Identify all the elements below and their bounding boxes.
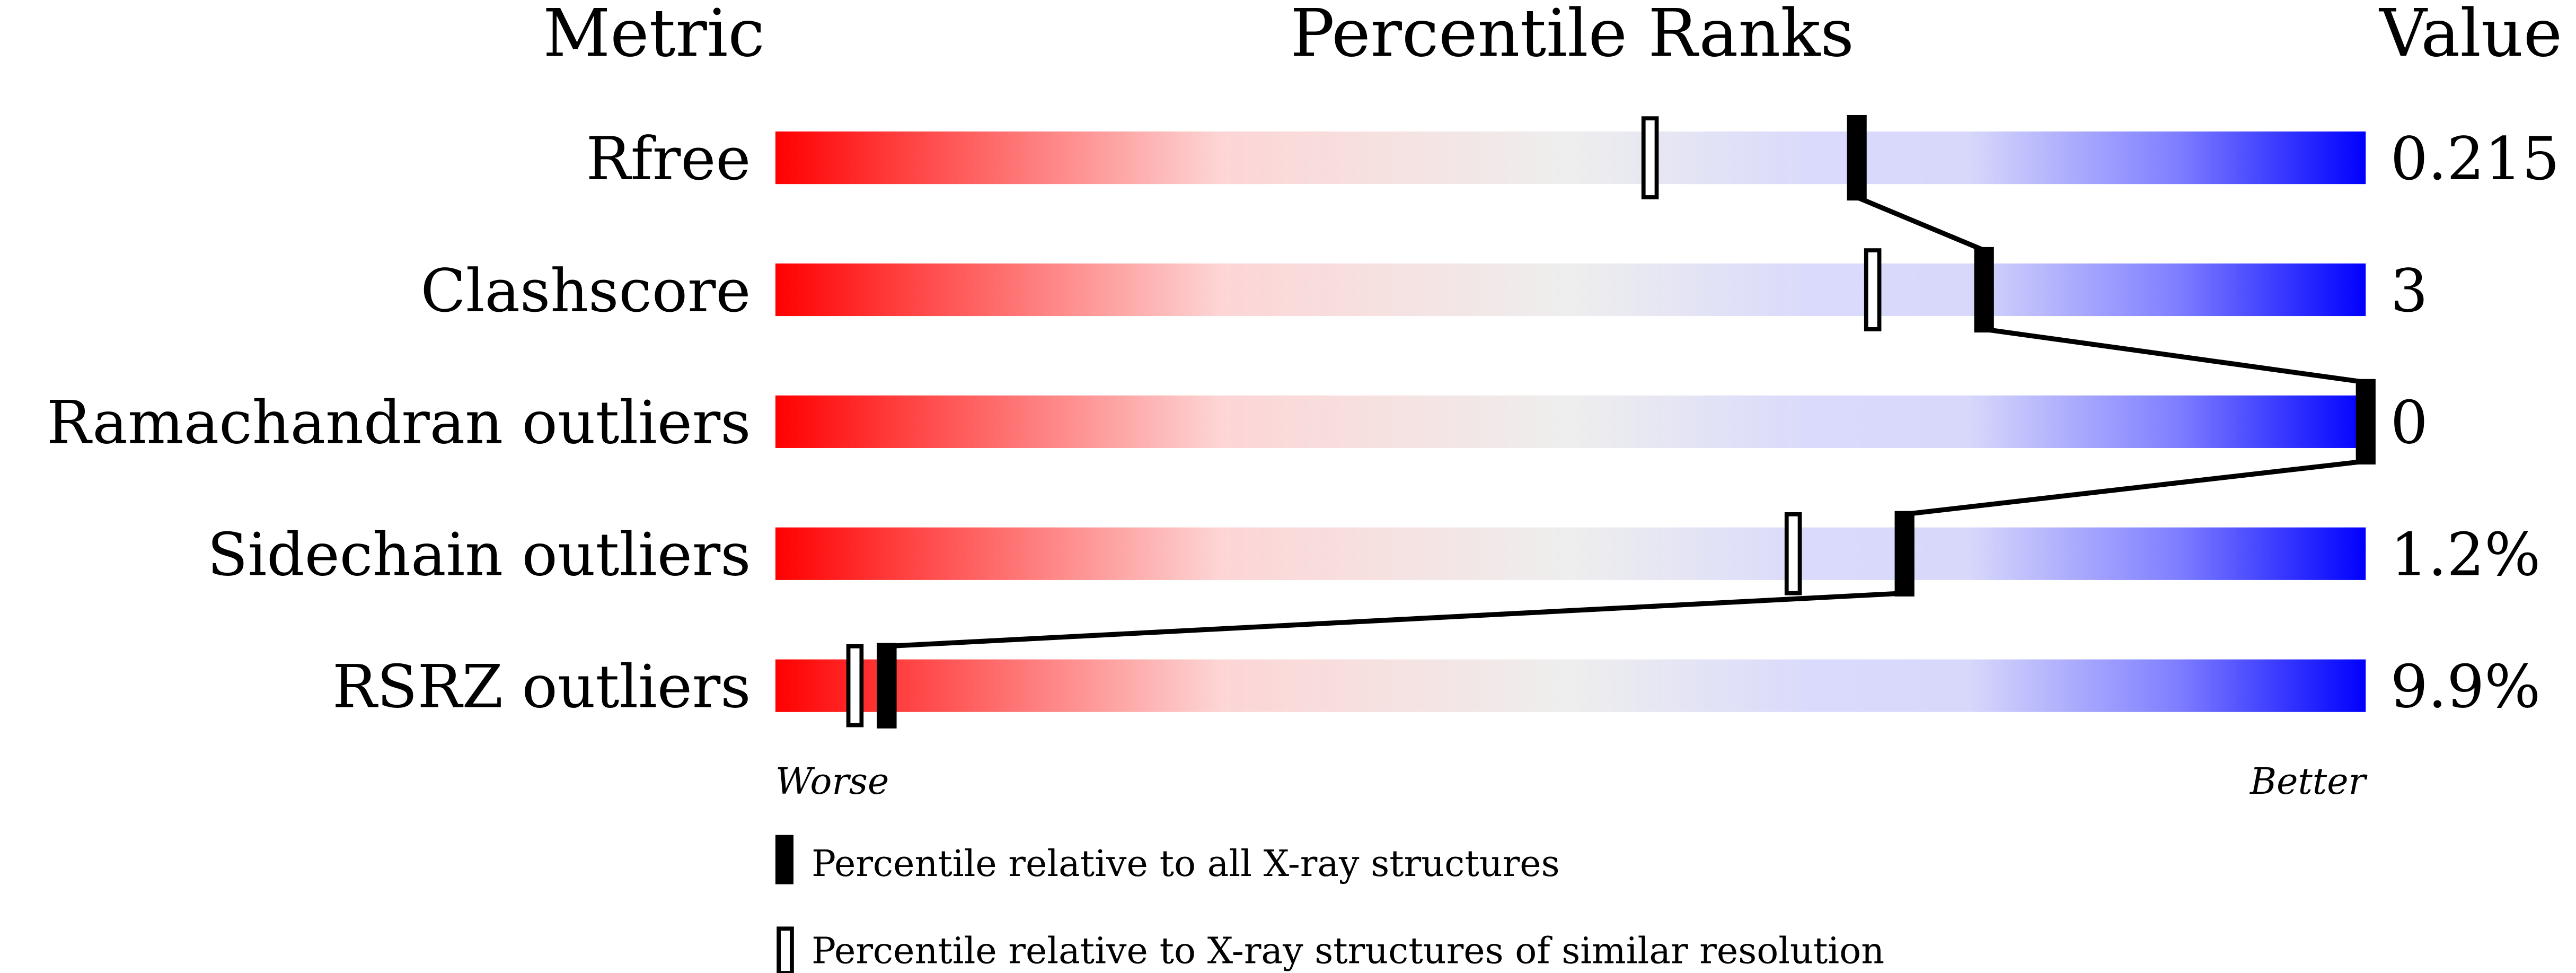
header-percentile-ranks: Percentile Ranks <box>1290 0 1854 72</box>
percentile-bar <box>775 527 2366 580</box>
marker-all-structures <box>1894 511 1915 597</box>
legend-filled-marker <box>775 835 794 884</box>
marker-all-structures <box>877 643 897 729</box>
metric-label: Ramachandran outliers <box>47 389 751 458</box>
percentile-bar <box>775 659 2366 712</box>
marker-all-structures <box>2356 379 2376 464</box>
metric-label: Rfree <box>586 125 751 194</box>
metric-label: Sidechain outliers <box>207 521 751 590</box>
header-value: Value <box>2378 0 2562 72</box>
percentile-bar <box>775 131 2366 185</box>
marker-all-structures <box>1847 115 1867 201</box>
percentile-bar <box>775 263 2366 317</box>
metric-value: 3 <box>2390 257 2428 326</box>
percentile-connector <box>1983 327 2366 385</box>
marker-all-structures <box>1974 247 1994 333</box>
marker-similar-resolution <box>846 644 864 727</box>
percentile-connector <box>1904 459 2366 517</box>
marker-similar-resolution <box>1864 248 1882 331</box>
metric-value: 9.9% <box>2390 652 2540 721</box>
metric-value: 0 <box>2390 389 2428 458</box>
metric-value: 0.215 <box>2390 125 2560 194</box>
axis-label-better: Better <box>2249 761 2368 803</box>
metric-value: 1.2% <box>2390 521 2540 590</box>
marker-similar-resolution <box>1784 512 1802 595</box>
percentile-connector <box>1856 195 1985 253</box>
axis-label-worse: Worse <box>775 761 889 803</box>
percentile-bar <box>775 395 2366 448</box>
metric-label: RSRZ outliers <box>332 652 751 721</box>
header-metric: Metric <box>543 0 764 72</box>
legend-hollow-marker <box>777 926 794 973</box>
legend-label-similar: Percentile relative to X-ray structures … <box>811 930 1884 972</box>
marker-similar-resolution <box>1641 116 1659 199</box>
percentile-connector <box>886 591 1905 649</box>
legend-label-all: Percentile relative to all X-ray structu… <box>811 843 1559 885</box>
metric-label: Clashscore <box>420 257 751 326</box>
